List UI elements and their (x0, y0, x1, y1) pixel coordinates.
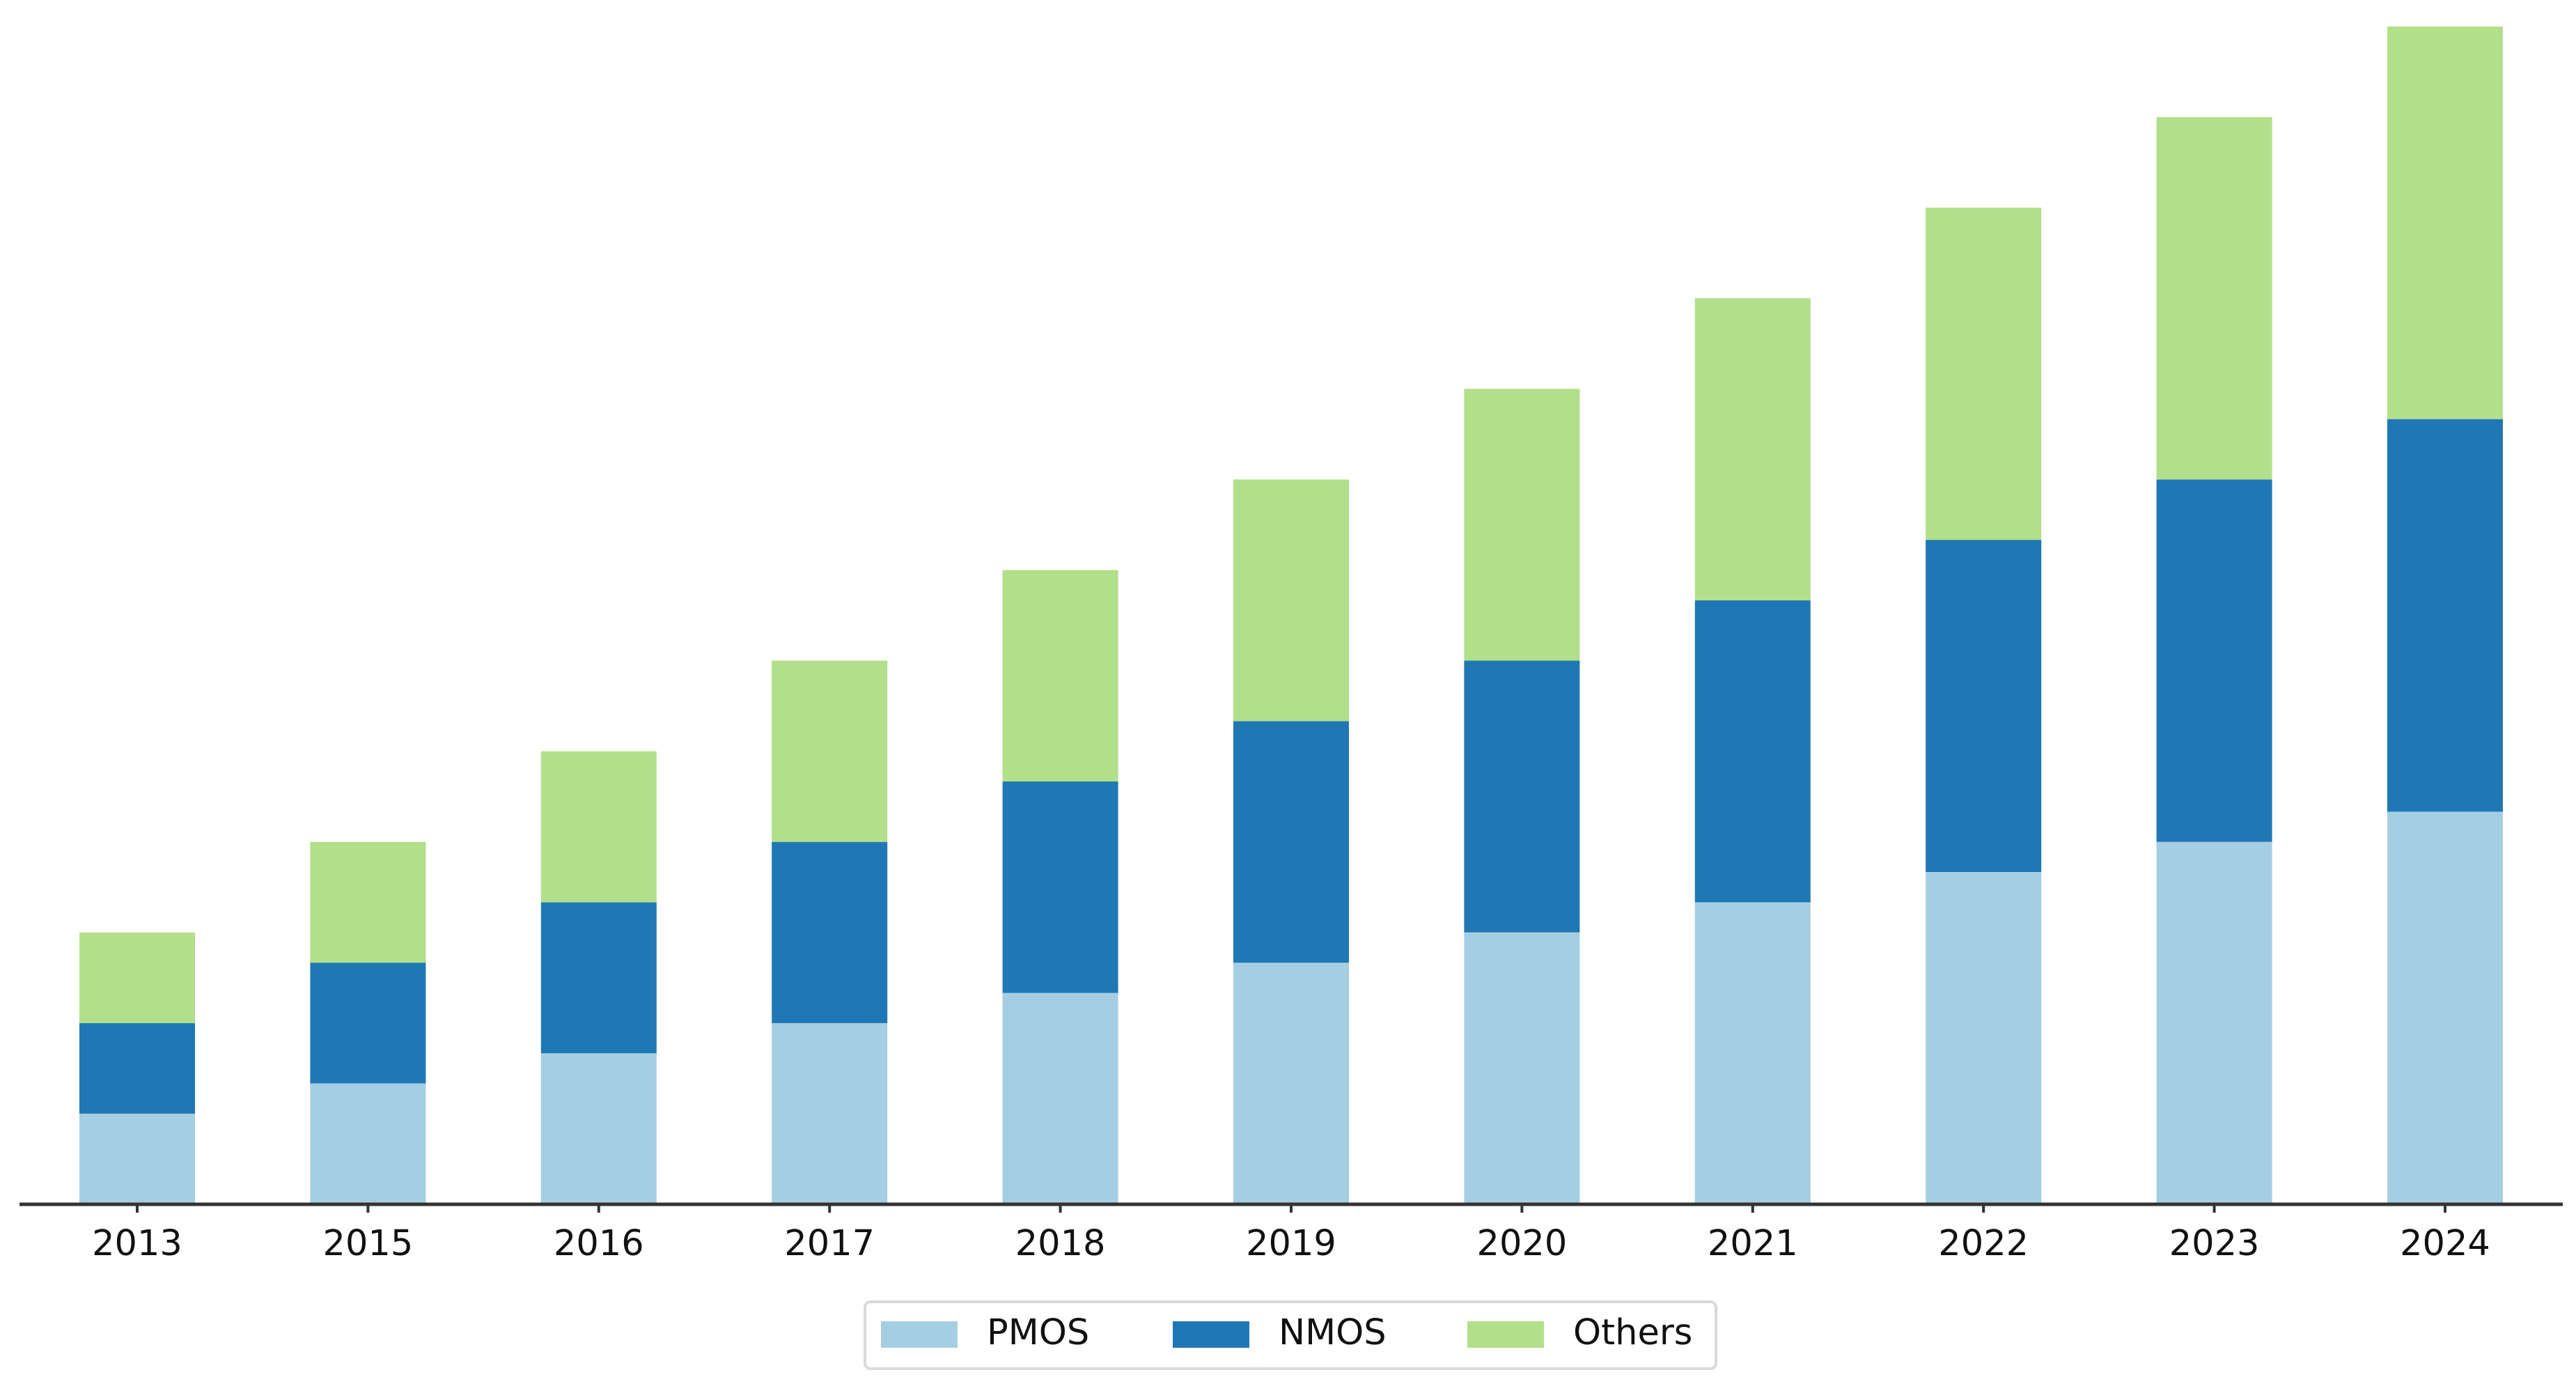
bar-nmos-2018 (1002, 782, 1118, 993)
x-tick-label-2021: 2021 (1708, 1223, 1798, 1264)
bar-others-2020 (1464, 389, 1580, 661)
bar-nmos-2020 (1464, 660, 1580, 933)
bar-others-2018 (1002, 570, 1118, 782)
bar-pmos-2018 (1002, 993, 1118, 1204)
bar-others-2022 (1926, 208, 2042, 541)
legend-box (864, 1300, 1717, 1370)
bar-nmos-2013 (79, 1023, 195, 1114)
bar-pmos-2020 (1464, 932, 1580, 1204)
x-tick-label-2020: 2020 (1477, 1223, 1568, 1264)
bar-nmos-2022 (1926, 540, 2042, 872)
x-axis-ticks: 2013 2015 2016 2017 2018 2019 2020 2021 2022 2023… (92, 1204, 2490, 1264)
bar-pmos-2019 (1233, 963, 1349, 1204)
bar-others-2016 (540, 751, 657, 903)
bar-pmos-2024 (2387, 811, 2503, 1204)
x-tick-label-2015: 2015 (323, 1223, 414, 1264)
legend: PMOS NMOS Others (864, 1300, 1717, 1370)
x-tick-label-2016: 2016 (554, 1223, 644, 1264)
bar-nmos-2016 (540, 902, 657, 1054)
bar-nmos-2015 (310, 963, 426, 1084)
bar-others-2024 (2387, 26, 2503, 419)
legend-label-nmos: NMOS (1279, 1312, 1387, 1353)
bar-pmos-2021 (1694, 902, 1811, 1204)
bar-nmos-2024 (2387, 419, 2503, 812)
x-tick-label-2024: 2024 (2400, 1223, 2490, 1264)
x-tick-label-2013: 2013 (92, 1223, 182, 1264)
bar-nmos-2019 (1233, 721, 1349, 963)
x-tick-label-2023: 2023 (2169, 1223, 2260, 1264)
bar-pmos-2013 (79, 1113, 195, 1204)
legend-label-others: Others (1573, 1312, 1692, 1353)
bar-pmos-2016 (540, 1053, 657, 1204)
bar-pmos-2023 (2156, 841, 2272, 1204)
bar-nmos-2017 (772, 841, 888, 1023)
x-tick-label-2022: 2022 (1938, 1223, 2029, 1264)
x-tick-label-2018: 2018 (1015, 1223, 1106, 1264)
bar-others-2019 (1233, 479, 1349, 722)
bar-others-2013 (79, 932, 195, 1023)
x-tick-label-2019: 2019 (1246, 1223, 1336, 1264)
legend-label-pmos: PMOS (987, 1312, 1089, 1353)
x-tick-label-2017: 2017 (784, 1223, 875, 1264)
bar-others-2021 (1694, 298, 1811, 600)
bar-others-2017 (772, 660, 888, 842)
bar-pmos-2022 (1926, 872, 2042, 1204)
bar-others-2023 (2156, 117, 2272, 480)
legend-swatch-nmos (1173, 1321, 1249, 1348)
bars-layer (79, 26, 2503, 1204)
bar-nmos-2021 (1694, 600, 1811, 903)
bar-pmos-2015 (310, 1083, 426, 1204)
bar-pmos-2017 (772, 1023, 888, 1204)
legend-swatch-pmos (881, 1321, 958, 1348)
bar-nmos-2023 (2156, 479, 2272, 842)
bar-others-2015 (310, 841, 426, 963)
legend-swatch-others (1467, 1321, 1544, 1348)
